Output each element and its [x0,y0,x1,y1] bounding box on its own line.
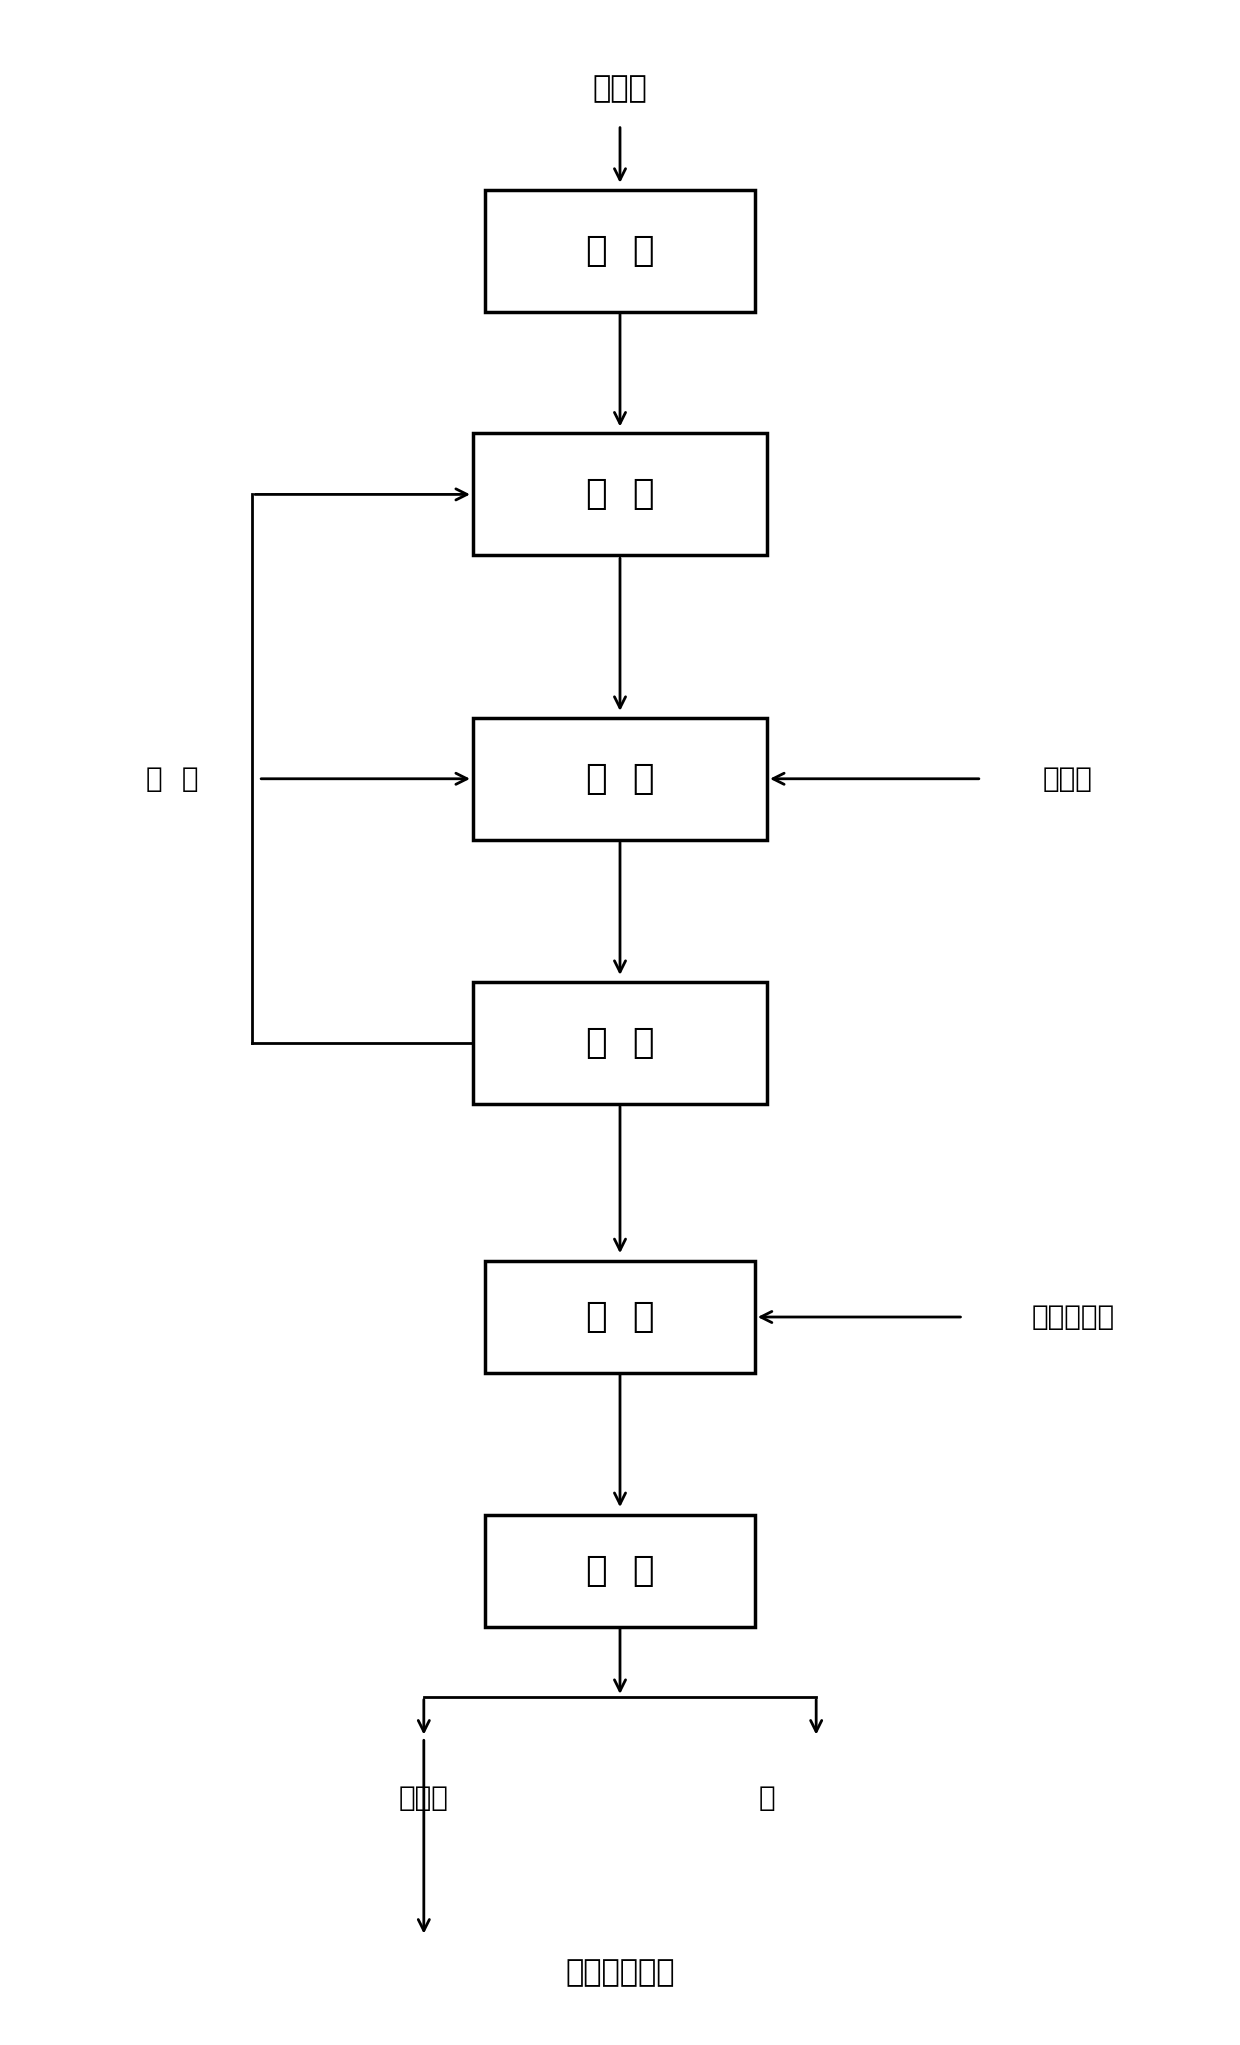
Text: 过  滤: 过 滤 [585,1554,655,1587]
Text: 球  磨: 球 磨 [585,233,655,268]
Text: 水钴矿: 水钴矿 [593,74,647,102]
Text: 调  酸: 调 酸 [585,1301,655,1333]
Bar [485,190,755,311]
Text: 含钴液: 含钴液 [399,1785,449,1812]
Text: 渣: 渣 [759,1785,775,1812]
Text: 氧  化: 氧 化 [585,1027,655,1059]
Text: 还原剂: 还原剂 [1043,765,1092,793]
Bar [472,718,768,840]
Text: 浸  出: 浸 出 [585,763,655,796]
Text: 进入提钴工序: 进入提钴工序 [565,1959,675,1988]
Text: 硫  酸: 硫 酸 [146,765,198,793]
Text: 浆  化: 浆 化 [585,476,655,511]
Bar [472,434,768,556]
Bar [472,982,768,1104]
Bar [485,1262,755,1372]
Text: 钴盐中间品: 钴盐中间品 [1032,1303,1115,1331]
Bar [485,1515,755,1626]
